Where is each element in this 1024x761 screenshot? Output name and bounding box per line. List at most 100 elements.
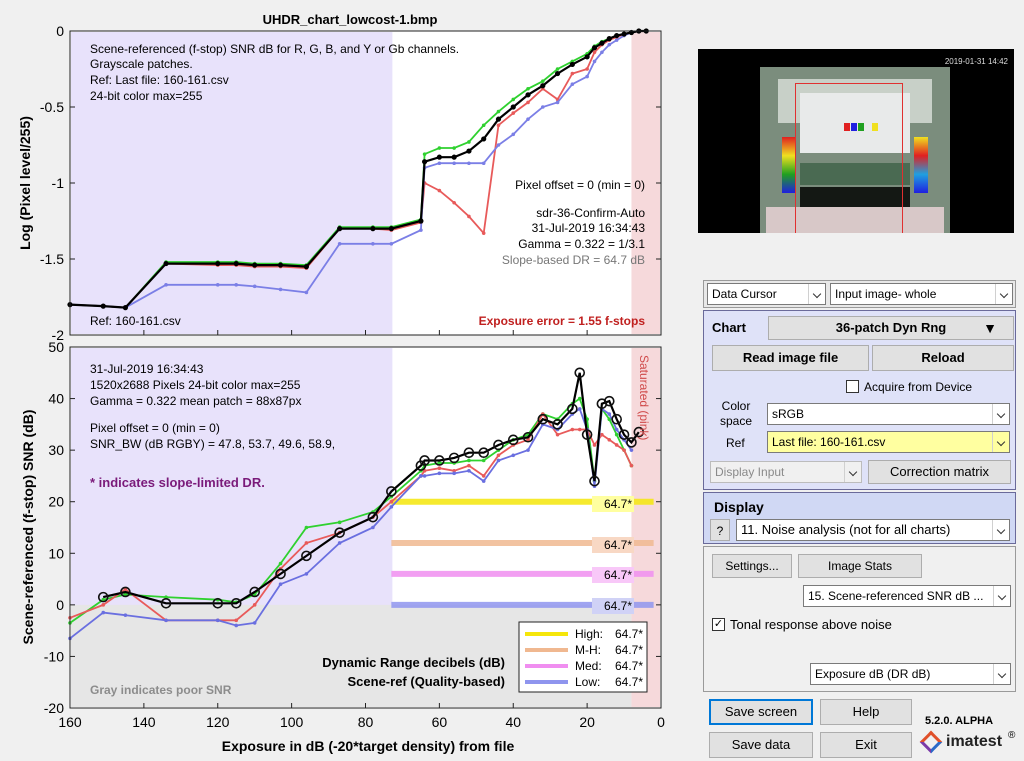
bottom-info-line: Gamma = 0.322 mean patch = 88x87px (90, 394, 301, 408)
top-info-text: Scene-referenced (f-stop) SNR dB for R, … (90, 42, 459, 103)
top-data-point (466, 148, 472, 154)
top-data-point (481, 136, 487, 142)
bottom-data-point (419, 455, 430, 466)
top-data-point (437, 146, 442, 150)
top-series-group (67, 28, 649, 311)
bottom-data-point (522, 431, 534, 443)
display-help-button[interactable]: ? (710, 519, 730, 541)
bottom-info-line: 31-Jul-2019 16:34:43 (90, 362, 204, 376)
x-tick-label: 100 (280, 714, 304, 730)
bottom-data-point (437, 466, 442, 470)
tonal-response-checkbox[interactable]: ✓ (712, 618, 725, 631)
help-button[interactable]: Help (820, 699, 912, 725)
top-data-point (555, 67, 560, 71)
reload-button[interactable]: Reload (872, 345, 1014, 371)
top-y-axis-label: Log (Pixel level/255) (17, 116, 33, 250)
mode-dropdown[interactable]: Data Cursor (707, 283, 826, 305)
top-y-tick-label: -1.5 (40, 251, 64, 267)
exposure-units-dropdown[interactable]: Exposure dB (DR dB) (810, 663, 1011, 685)
bottom-data-point (526, 448, 530, 452)
bottom-data-point (386, 486, 397, 497)
dr-bar-labels: 64.7* 64.7* 64.7* 64.7* (592, 496, 634, 614)
x-tick-label: 120 (206, 714, 230, 730)
top-info-line: Scene-referenced (f-stop) SNR dB for R, … (90, 42, 459, 56)
top-y-tick-label: -0.5 (40, 99, 64, 115)
bottom-data-point (304, 525, 309, 530)
bottom-data-point (607, 438, 612, 442)
bottom-data-point (123, 592, 128, 597)
chart-label: Chart (712, 320, 746, 335)
bottom-y-tick-label: 0 (56, 597, 64, 613)
settings-panel: Settings... Image Stats 15. Scene-refere… (703, 546, 1016, 692)
bottom-data-point (304, 572, 309, 576)
chevron-down-icon (844, 462, 861, 482)
bottom-data-point (304, 541, 309, 545)
acquire-checkbox[interactable] (846, 380, 859, 393)
bottom-data-point (419, 474, 423, 478)
bottom-info-line: SNR_BW (dB RGBY) = 47.8, 53.7, 49.6, 58.… (90, 437, 335, 451)
dr-label-low: 64.7* (604, 599, 632, 613)
top-underexposed-region (71, 32, 393, 334)
bottom-data-point (230, 598, 242, 609)
top-right-info-line: Pixel offset = 0 (min = 0) (515, 178, 645, 192)
top-data-point (233, 260, 239, 267)
color-space-dropdown[interactable]: sRGB (767, 403, 1010, 425)
bottom-y-tick-label: 50 (48, 339, 64, 355)
plot-type-dropdown[interactable]: 15. Scene-referenced SNR dB ... (803, 585, 1011, 607)
brand-label: imatest (946, 733, 1003, 750)
correction-matrix-button[interactable]: Correction matrix (868, 460, 1011, 484)
bottom-data-point (592, 443, 597, 447)
input-image-dropdown[interactable]: Input image- whole (830, 283, 1013, 305)
x-tick-label: 160 (58, 714, 82, 730)
save-screen-button[interactable]: Save screen (709, 699, 813, 725)
display-input-dropdown[interactable]: Display Input (710, 461, 862, 483)
top-right-info-line: sdr-36-Confirm-Auto (536, 206, 645, 220)
bottom-info-text: 31-Jul-2019 16:34:43 1520x2688 Pixels 24… (90, 362, 335, 451)
ref-dropdown[interactable]: Last file: 160-161.csv (767, 431, 1010, 453)
bottom-y-axis-label: Scene-referenced (f-stop) SNR (dB) (20, 410, 36, 645)
dr-legend-rows: High: 64.7* M-H: 64.7* Med: 64.7* Low: 64.7* (525, 627, 643, 689)
bottom-data-point (123, 587, 128, 592)
x-tick-label: 40 (505, 714, 521, 730)
ref-label: Ref (726, 436, 745, 450)
top-data-point (614, 38, 619, 42)
bottom-data-point (367, 511, 379, 523)
bottom-data-point (337, 520, 342, 525)
color-space-label: Color space (719, 399, 753, 428)
x-tick-label: 80 (358, 714, 374, 730)
roi-rectangle (795, 83, 903, 233)
save-data-button[interactable]: Save data (709, 732, 813, 758)
top-data-point (467, 161, 471, 166)
top-data-point (525, 92, 531, 98)
bottom-data-point (234, 618, 239, 623)
bottom-data-point (481, 458, 486, 463)
bottom-data-point (215, 618, 220, 623)
bottom-data-point (618, 429, 630, 440)
bottom-y-tick-label: 20 (48, 494, 64, 510)
chart-type-button[interactable]: 36-patch Dyn Rng ▼ (768, 316, 1014, 340)
settings-button[interactable]: Settings... (712, 554, 792, 578)
top-data-point (422, 159, 428, 165)
image-stats-button[interactable]: Image Stats (798, 554, 922, 578)
chevron-down-icon (995, 284, 1012, 304)
display-mode-dropdown[interactable]: 11. Noise analysis (not for all charts) (736, 519, 1010, 541)
exit-button[interactable]: Exit (820, 732, 912, 758)
top-data-point (607, 42, 612, 47)
bottom-data-point (467, 458, 471, 463)
legend-label: High: (575, 627, 603, 641)
bottom-x-ticks: 160 140 120 100 80 60 40 20 0 (58, 330, 665, 730)
top-data-point (252, 284, 257, 289)
bottom-y-tick-label: -10 (44, 648, 64, 664)
read-image-button[interactable]: Read image file (712, 345, 869, 371)
top-data-point (303, 264, 309, 270)
top-data-point (163, 260, 169, 267)
top-data-point (418, 218, 424, 224)
top-y-ticks: 0 -0.5 -1 -1.5 -2 (40, 23, 661, 343)
bottom-data-point (603, 395, 615, 407)
top-data-point (452, 161, 456, 166)
exposure-error-text: Exposure error = 1.55 f-stops (479, 314, 646, 328)
mode-bar: Data Cursor Input image- whole (703, 280, 1016, 308)
bottom-underexposed-region (71, 348, 393, 606)
bottom-data-point (278, 582, 283, 587)
top-data-point (100, 303, 106, 309)
